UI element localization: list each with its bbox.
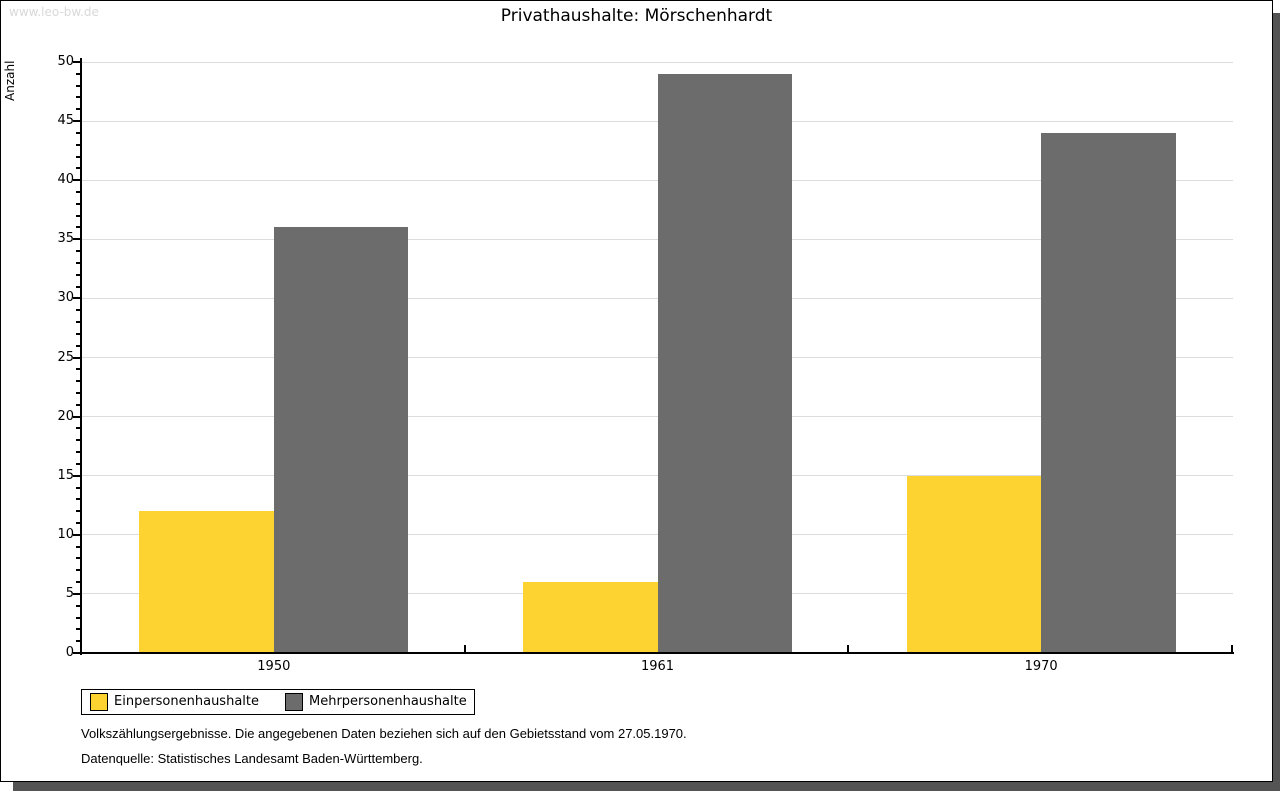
- y-axis-major-tick: [73, 592, 80, 595]
- bar-mehrpersonenhaushalte-1950: [273, 227, 409, 653]
- x-axis-label-1961: 1961: [640, 659, 675, 674]
- chart-title: Privathaushalte: Mörschenhardt: [500, 6, 773, 26]
- y-axis-minor-tick: [76, 616, 80, 619]
- legend-swatch-mehrpersonenhaushalte: [285, 693, 303, 711]
- y-axis-minor-tick: [76, 191, 80, 194]
- y-axis-minor-tick: [76, 309, 80, 312]
- y-axis-minor-tick: [76, 403, 80, 406]
- plot-area: 1950 1961 1970 0 5 10 15 20 25 30 35 40 45 50: [1, 1, 1272, 781]
- y-axis-tick-label: 10: [57, 526, 74, 542]
- x-axis-label-1970: 1970: [1024, 659, 1058, 674]
- y-axis-minor-tick: [76, 486, 80, 489]
- y-axis-major-tick: [73, 120, 80, 123]
- legend: Einpersonenhaushalte Mehrpersonenhaushal…: [81, 689, 475, 715]
- y-axis-minor-tick: [76, 202, 80, 205]
- bar-einpersonenhaushalte-1961: [523, 582, 658, 653]
- y-axis-tick-label: 50: [57, 54, 74, 69]
- y-axis-minor-tick: [76, 72, 80, 75]
- y-axis-major-tick: [73, 61, 80, 63]
- watermark: www.leo-bw.de: [9, 5, 99, 19]
- y-axis-minor-tick: [76, 380, 80, 383]
- bar-mehrpersonenhaushalte-1970: [1041, 132, 1176, 653]
- legend-swatch-einpersonenhaushalte: [90, 693, 108, 711]
- y-axis-minor-tick: [76, 451, 80, 454]
- y-axis-minor-tick: [76, 640, 80, 643]
- y-axis-minor-tick: [76, 604, 80, 607]
- y-axis-tick-label: 15: [57, 467, 74, 483]
- y-axis-minor-tick: [76, 462, 80, 465]
- y-axis-minor-tick: [76, 321, 80, 324]
- y-axis-minor-tick: [76, 214, 80, 217]
- y-axis-tick-label: 30: [57, 290, 74, 306]
- y-axis-major-tick: [73, 179, 80, 182]
- y-axis-minor-tick: [76, 167, 80, 170]
- y-axis-major-tick: [73, 356, 80, 359]
- y-axis-major-tick: [73, 652, 80, 654]
- y-axis-minor-tick: [76, 368, 80, 371]
- y-axis-minor-tick: [76, 96, 80, 99]
- y-axis-minor-tick: [76, 84, 80, 87]
- legend-label-einpersonenhaushalte: Einpersonenhaushalte: [114, 694, 259, 709]
- frame-shadow-bottom: [13, 782, 1280, 791]
- frame-shadow-right: [1273, 13, 1280, 791]
- y-axis-minor-tick: [76, 557, 80, 560]
- x-axis-tick: [847, 645, 850, 652]
- y-axis-minor-tick: [76, 143, 80, 146]
- y-axis-major-tick: [73, 238, 80, 241]
- legend-label-mehrpersonenhaushalte: Mehrpersonenhaushalte: [309, 694, 467, 709]
- y-gridline: [82, 61, 1233, 63]
- x-axis-label-1950: 1950: [257, 659, 291, 674]
- y-axis-minor-tick: [76, 226, 80, 229]
- y-axis-major-tick: [73, 415, 80, 418]
- x-axis-tick: [1231, 645, 1233, 652]
- y-axis-minor-tick: [76, 108, 80, 111]
- y-axis-minor-tick: [76, 332, 80, 335]
- y-axis-minor-tick: [76, 569, 80, 572]
- y-axis-minor-tick: [76, 344, 80, 347]
- bar-einpersonenhaushalte-1970: [906, 475, 1042, 653]
- y-axis-tick-label: 20: [57, 408, 74, 424]
- y-axis-minor-tick: [76, 521, 80, 524]
- y-axis-major-tick: [73, 474, 80, 477]
- y-axis-tick-label: 0: [65, 645, 74, 660]
- bar-mehrpersonenhaushalte-1961: [657, 73, 792, 653]
- x-axis-line: [80, 652, 1234, 654]
- y-axis-minor-tick: [76, 439, 80, 442]
- footnote-census-note: Volkszählungsergebnisse. Die angegebenen…: [81, 726, 687, 741]
- bar-einpersonenhaushalte-1950: [139, 511, 274, 653]
- y-axis-tick-label: 5: [65, 585, 74, 601]
- y-axis-minor-tick: [76, 250, 80, 253]
- y-axis-tick-label: 35: [57, 231, 74, 247]
- y-axis-tick-label: 40: [57, 172, 74, 188]
- y-axis-major-tick: [73, 533, 80, 536]
- y-axis-tick-label: 45: [57, 113, 74, 129]
- y-axis-tick-label: 25: [57, 349, 74, 365]
- y-axis-minor-tick: [76, 285, 80, 288]
- y-axis-minor-tick: [76, 131, 80, 134]
- y-axis-minor-tick: [76, 261, 80, 264]
- y-axis-minor-tick: [76, 155, 80, 158]
- x-axis-tick: [463, 645, 466, 652]
- y-axis-minor-tick: [76, 427, 80, 430]
- y-axis-minor-tick: [76, 581, 80, 584]
- y-axis-minor-tick: [76, 391, 80, 394]
- y-axis-minor-tick: [76, 273, 80, 276]
- footnote-data-source: Datenquelle: Statistisches Landesamt Bad…: [81, 751, 423, 766]
- y-axis-minor-tick: [76, 498, 80, 501]
- y-axis-major-tick: [73, 297, 80, 300]
- y-axis-minor-tick: [76, 510, 80, 513]
- y-axis-minor-tick: [76, 545, 80, 548]
- y-axis-line: [80, 58, 82, 655]
- y-axis-minor-tick: [76, 628, 80, 631]
